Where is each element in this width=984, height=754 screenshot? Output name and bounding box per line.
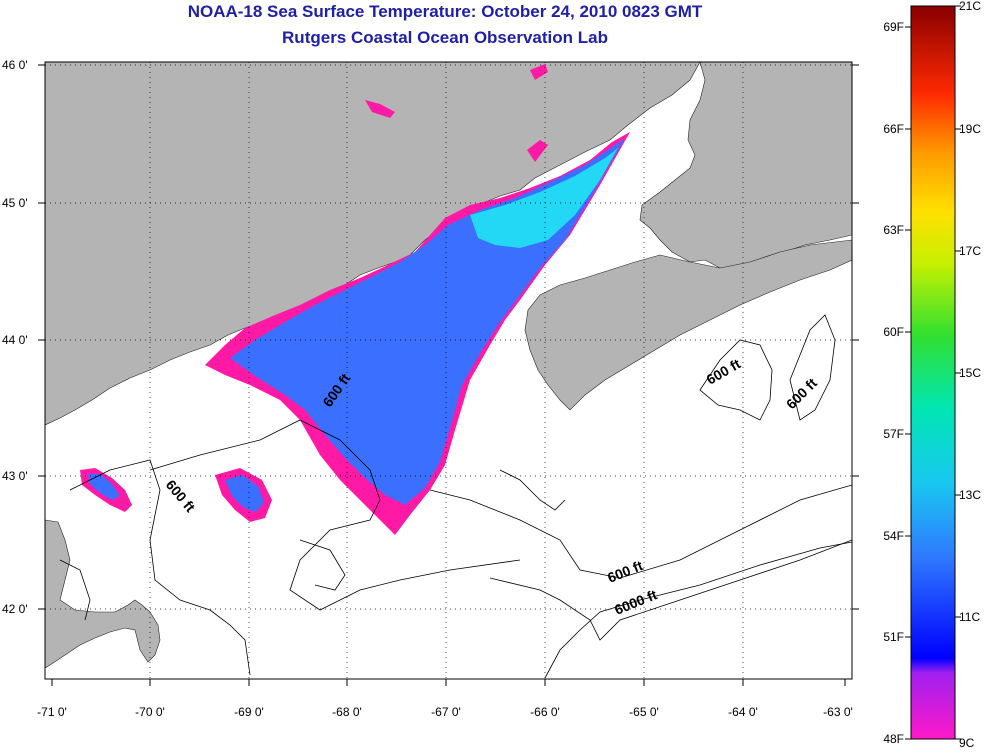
lon-label: -63 0': [823, 705, 853, 719]
land-new-brunswick-east: [639, 62, 852, 276]
lon-label: -70 0': [135, 705, 165, 719]
lon-label: -64 0': [728, 705, 758, 719]
land-massachusetts: [45, 519, 161, 669]
colorbar-f-label: 63F: [883, 223, 904, 237]
lon-ticks: [51, 679, 846, 686]
colorbar-f-label: 60F: [883, 325, 904, 339]
lat-label: 43 0': [2, 469, 28, 483]
lon-label: -69 0': [234, 705, 264, 719]
sst-patch-north-1: [365, 100, 395, 118]
lat-label: 42 0': [2, 602, 28, 616]
colorbar-f-label: 66F: [883, 122, 904, 136]
colorbar-f-label: 69F: [883, 20, 904, 34]
colorbar-c-label: 13C: [959, 488, 981, 502]
sst-patch-north-3: [527, 140, 548, 162]
colorbar-c-label: 15C: [959, 366, 981, 380]
lat-label: 46 0': [2, 58, 28, 72]
colorbar-c-label: 17C: [959, 244, 981, 258]
colorbar-ticks: [905, 5, 961, 740]
map-title: NOAA-18 Sea Surface Temperature: October…: [187, 2, 703, 21]
colorbar-f-label: 48F: [883, 732, 904, 746]
lon-label: -66 0': [530, 705, 560, 719]
sst-patch-cashes-blue: [225, 475, 264, 512]
colorbar-c-label: 21C: [959, 0, 981, 13]
lon-label: -68 0': [332, 705, 362, 719]
colorbar-f-label: 51F: [883, 630, 904, 644]
sst-patch-north-2: [530, 64, 548, 80]
land-nova-scotia: [524, 239, 852, 411]
colorbar: [910, 5, 956, 740]
lon-label: -71 0': [37, 705, 67, 719]
colorbar-c-label: 11C: [959, 610, 980, 624]
bathymetry-contours: [59, 314, 852, 679]
lon-label: -65 0': [629, 705, 659, 719]
colorbar-f-label: 57F: [883, 427, 904, 441]
sst-swath-cyan: [470, 148, 618, 248]
colorbar-f-label: 54F: [883, 529, 904, 543]
colorbar-c-label: 9C: [959, 736, 975, 750]
lat-label: 44 0': [2, 333, 28, 347]
sst-patch-southwest-blue: [88, 474, 120, 500]
lat-ticks: [38, 64, 859, 610]
map-subtitle: Rutgers Coastal Ocean Observation Lab: [282, 28, 608, 47]
lat-label: 45 0': [2, 196, 28, 210]
colorbar-c-label: 19C: [959, 122, 981, 136]
lon-label: -67 0': [431, 705, 461, 719]
